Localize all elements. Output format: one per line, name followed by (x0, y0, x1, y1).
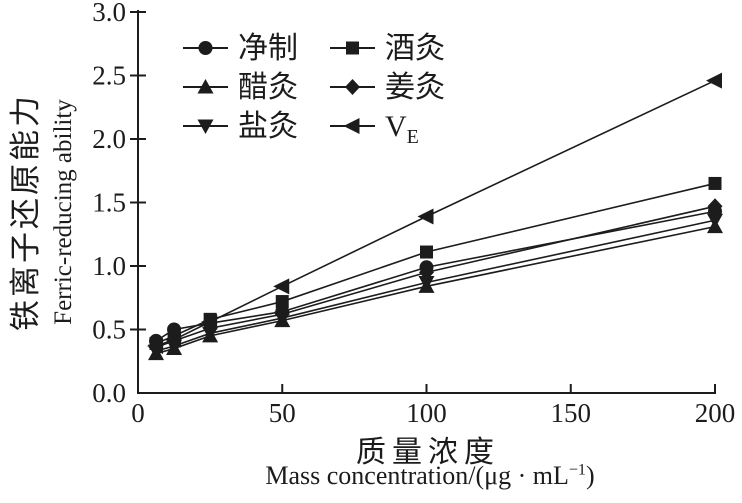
series-line (155, 219, 716, 352)
y-axis-label-zh: 铁离子还原能力 (8, 93, 43, 331)
y-tick-label: 1.5 (92, 188, 126, 218)
legend-marker (345, 79, 360, 95)
x-axis-label-en-post: ) (585, 461, 595, 490)
x-tick-label: 200 (695, 398, 736, 428)
legend-label: 净制 (238, 32, 298, 65)
data-point-marker (420, 245, 433, 259)
data-point-marker (708, 176, 722, 190)
data-point-marker (274, 311, 291, 327)
legend-label: 酒灸 (385, 32, 445, 65)
data-point-marker (201, 313, 218, 330)
series-line (155, 210, 716, 342)
data-point-marker (275, 295, 289, 309)
superscript: −1 (568, 461, 586, 479)
data-point-marker (706, 72, 722, 89)
series-line (155, 182, 716, 345)
x-tick-label: 100 (406, 398, 447, 428)
data-point-marker (165, 331, 182, 348)
y-tick-label: 2.5 (92, 61, 126, 91)
legend-marker (197, 79, 214, 94)
y-axis-label-en: Ferric-reducing ability (50, 99, 77, 325)
legend-marker (198, 41, 213, 55)
y-tick-label: 1.0 (92, 251, 126, 281)
y-tick-label: 0.0 (92, 378, 126, 408)
x-axis-label-en: Mass concentration/(μg · mL−1) (170, 461, 690, 491)
x-axis-label-zh: 质量浓度 (356, 436, 500, 469)
data-point-marker (273, 278, 290, 295)
x-tick-label: 0 (131, 398, 145, 428)
legend-marker (343, 118, 360, 134)
legend-label: 姜灸 (385, 71, 445, 104)
y-tick-label: 3.0 (92, 0, 126, 27)
legend-label: 醋灸 (238, 71, 298, 104)
x-tick-label: 50 (269, 398, 296, 428)
data-point-marker (418, 276, 435, 291)
legend-label: 盐灸 (238, 110, 298, 143)
data-point-marker (147, 338, 164, 355)
x-tick-label: 150 (551, 398, 592, 428)
data-point-marker (707, 213, 723, 229)
legend-marker (346, 41, 359, 55)
y-tick-label: 0.5 (92, 315, 126, 345)
data-point-marker (202, 326, 219, 342)
y-tick-label: 2.0 (92, 124, 126, 154)
data-point-marker (417, 208, 434, 225)
legend-label: VE (385, 110, 419, 148)
series-line (155, 225, 716, 355)
x-axis-label-en-pre: Mass concentration/(μg · mL (265, 461, 569, 490)
data-point-marker (707, 198, 723, 215)
legend-marker (197, 119, 214, 134)
